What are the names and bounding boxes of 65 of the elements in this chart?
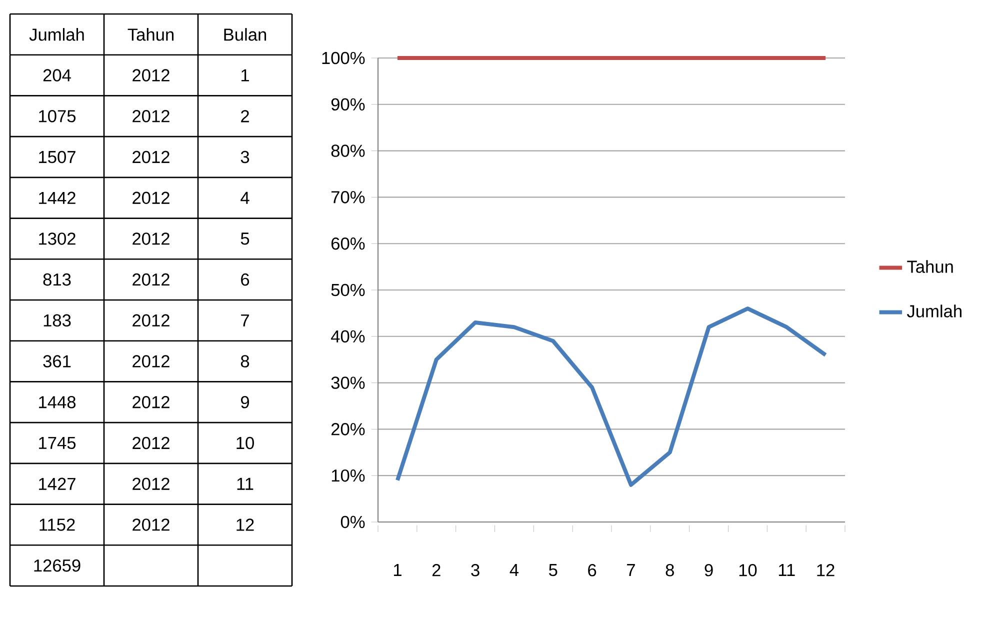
data-label: 2012 <box>132 232 170 245</box>
x-tick-label: 6 <box>588 564 596 576</box>
y-tick-label: 90% <box>331 98 365 111</box>
data-label: 11 <box>237 478 254 490</box>
data-label: 1448 <box>39 396 76 408</box>
x-tick-label: 9 <box>704 564 713 576</box>
data-label: 8 <box>240 355 250 368</box>
y-tick-label: 50% <box>331 284 365 296</box>
data-label: 6 <box>241 273 250 286</box>
data-label: 1 <box>242 69 249 82</box>
data-label: 2012 <box>132 436 170 450</box>
x-tick-label: Jumlah <box>29 28 84 41</box>
x-tick-label: 3 <box>471 564 480 576</box>
x-tick-label: 10 <box>739 564 757 576</box>
data-label: 813 <box>43 273 71 286</box>
y-tick-label: 60% <box>331 237 365 250</box>
data-label: 2012 <box>132 478 170 490</box>
y-tick-label: 80% <box>331 144 365 157</box>
data-label: 5 <box>240 232 250 245</box>
data-label: 4 <box>240 192 250 204</box>
data-label: 1507 <box>39 150 76 164</box>
x-tick-label: Tahun <box>128 28 174 41</box>
data-label: 1427 <box>39 478 76 490</box>
y-tick-label: 20% <box>331 423 365 436</box>
data-label: 2012 <box>132 518 170 531</box>
data-label: 2012 <box>132 273 170 286</box>
data-label: 183 <box>44 314 71 327</box>
legend-label: Jumlah <box>906 304 962 318</box>
data-label: 3 <box>240 150 250 164</box>
data-label: 12 <box>236 518 254 531</box>
x-tick-label: 5 <box>549 564 558 576</box>
x-tick-label: 2 <box>432 564 440 576</box>
data-label: 1302 <box>39 232 76 245</box>
y-tick-label: 40% <box>331 330 365 343</box>
legend-label: Tahun <box>907 260 953 273</box>
data-label: 1075 <box>39 110 76 122</box>
data-label: 2012 <box>132 396 170 408</box>
y-tick-label: 0% <box>340 516 365 528</box>
y-tick-label: 70% <box>332 191 365 204</box>
data-label: 2012 <box>132 192 170 204</box>
x-tick-label: 4 <box>510 564 519 576</box>
x-tick-label: 7 <box>627 564 635 576</box>
data-label: 10 <box>236 436 254 450</box>
x-tick-label: 8 <box>666 564 674 576</box>
y-tick-label: 100% <box>322 52 365 64</box>
data-label: 1745 <box>39 436 76 450</box>
data-label: 2012 <box>132 314 170 327</box>
x-tick-label: 12 <box>817 564 834 576</box>
data-label: 7 <box>241 314 249 326</box>
data-label: 204 <box>43 69 71 82</box>
data-label: 9 <box>241 396 250 408</box>
data-label: 2012 <box>132 355 170 368</box>
data-label: 2012 <box>132 110 170 122</box>
x-tick-label: 1 <box>394 564 402 576</box>
y-tick-label: 30% <box>331 376 365 389</box>
x-tick-label: 11 <box>778 564 795 576</box>
data-label: 2012 <box>132 150 170 164</box>
data-label: 1152 <box>40 518 75 531</box>
y-tick-label: 10% <box>332 469 365 482</box>
data-label: 361 <box>43 355 71 368</box>
data-label: 12659 <box>34 559 80 572</box>
data-label: 2012 <box>132 69 170 82</box>
data-label: 2 <box>241 110 249 122</box>
x-tick-label: Bulan <box>224 28 266 41</box>
data-label: 1442 <box>39 192 76 204</box>
